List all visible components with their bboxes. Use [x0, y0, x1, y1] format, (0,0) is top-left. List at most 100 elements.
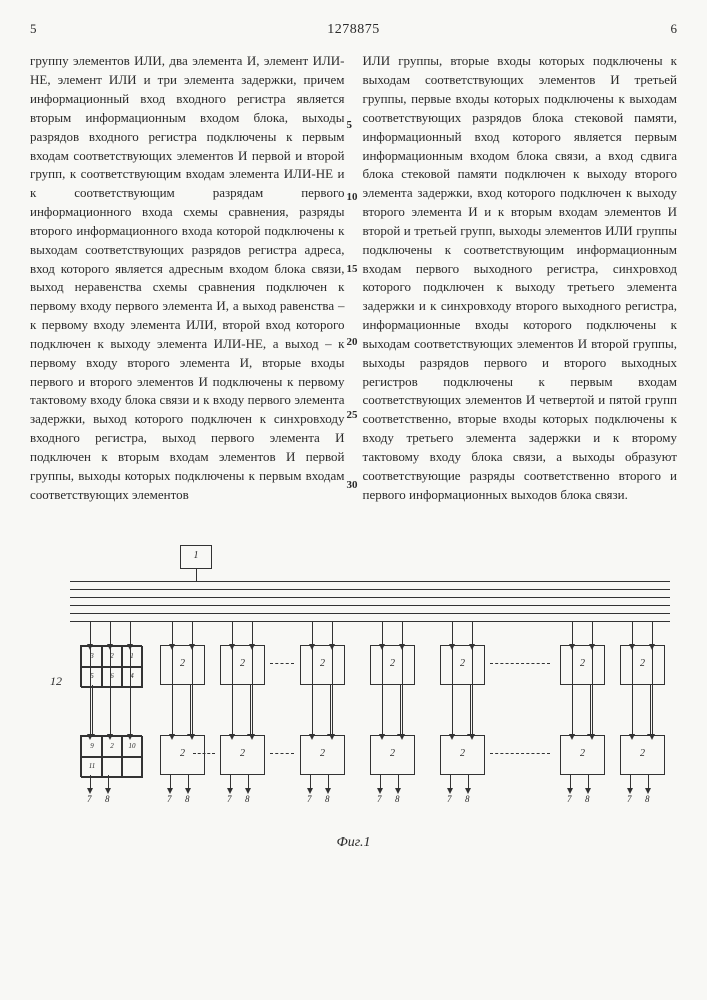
block-2: 2 — [300, 645, 345, 685]
page-number-left: 5 — [30, 20, 60, 39]
arrow — [190, 685, 191, 735]
label-12: 12 — [50, 673, 62, 690]
dash-line — [193, 753, 215, 754]
label-7: 7 — [167, 793, 172, 806]
arrow — [332, 621, 333, 735]
bus-line — [70, 613, 670, 614]
block-2: 2 — [220, 645, 265, 685]
block-2: 2 — [440, 735, 485, 775]
bus-line — [70, 581, 670, 582]
label-7: 7 — [307, 793, 312, 806]
out-arrow — [468, 775, 469, 789]
arrow — [470, 685, 471, 735]
page-number-right: 6 — [647, 20, 677, 39]
line-marker: 5 — [347, 120, 353, 131]
line-marker: 10 — [347, 192, 358, 203]
label-7: 7 — [377, 793, 382, 806]
block-2: 2 — [560, 645, 605, 685]
dash-line — [490, 663, 550, 664]
figure-1-diagram: 1123215642222222921011222222278787878787… — [30, 545, 677, 825]
detail-cell: 11 — [81, 756, 103, 778]
arrow — [590, 685, 591, 735]
arrow — [650, 685, 651, 735]
block-1: 1 — [180, 545, 212, 569]
label-7: 7 — [87, 793, 92, 806]
arrow — [452, 621, 453, 735]
block-2: 2 — [370, 645, 415, 685]
arrow — [652, 621, 653, 735]
label-8: 8 — [105, 793, 110, 806]
out-arrow — [380, 775, 381, 789]
block-2: 2 — [620, 645, 665, 685]
arrow — [330, 685, 331, 735]
arrow — [472, 621, 473, 735]
out-arrow — [630, 775, 631, 789]
arrow — [130, 621, 131, 735]
patent-number: 1278875 — [60, 20, 647, 40]
block-2: 2 — [370, 735, 415, 775]
arrow — [252, 621, 253, 735]
out-arrow — [328, 775, 329, 789]
label-7: 7 — [447, 793, 452, 806]
bus-line — [70, 597, 670, 598]
arrow — [592, 621, 593, 735]
block-2: 2 — [300, 735, 345, 775]
arrow — [402, 621, 403, 735]
line-marker: 30 — [347, 480, 358, 491]
out-arrow — [248, 775, 249, 789]
connector — [196, 569, 197, 581]
column-left: группу элементов ИЛИ, два элемента И, эл… — [30, 52, 345, 504]
dash-line — [270, 753, 294, 754]
block-2: 2 — [160, 735, 205, 775]
detail-cell: 6 — [101, 666, 123, 688]
label-8: 8 — [465, 793, 470, 806]
block-2: 2 — [620, 735, 665, 775]
arrow — [312, 621, 313, 735]
arrow — [172, 621, 173, 735]
detail-cell — [121, 756, 143, 778]
line-marker: 25 — [347, 410, 358, 421]
label-8: 8 — [325, 793, 330, 806]
line-marker: 20 — [347, 337, 358, 348]
block-2: 2 — [220, 735, 265, 775]
out-arrow — [398, 775, 399, 789]
arrow — [572, 621, 573, 735]
bus-line — [70, 589, 670, 590]
out-arrow — [648, 775, 649, 789]
label-7: 7 — [627, 793, 632, 806]
out-arrow — [310, 775, 311, 789]
text-columns: группу элементов ИЛИ, два элемента И, эл… — [30, 52, 677, 504]
label-8: 8 — [245, 793, 250, 806]
out-arrow — [170, 775, 171, 789]
block-2: 2 — [440, 645, 485, 685]
dash-line — [490, 753, 550, 754]
label-8: 8 — [585, 793, 590, 806]
arrow — [232, 621, 233, 735]
arrow — [632, 621, 633, 735]
body-text-left: группу элементов ИЛИ, два элемента И, эл… — [30, 52, 345, 504]
detail-cell — [101, 756, 123, 778]
out-arrow — [108, 775, 109, 789]
arrow — [400, 685, 401, 735]
arrow — [110, 621, 111, 735]
out-arrow — [588, 775, 589, 789]
dash-line — [270, 663, 294, 664]
block-2: 2 — [560, 735, 605, 775]
arrow — [92, 685, 93, 735]
out-arrow — [188, 775, 189, 789]
label-8: 8 — [395, 793, 400, 806]
out-arrow — [90, 775, 91, 789]
out-arrow — [450, 775, 451, 789]
arrow — [382, 621, 383, 735]
bus-line — [70, 605, 670, 606]
label-8: 8 — [185, 793, 190, 806]
line-marker: 15 — [347, 264, 358, 275]
arrow — [250, 685, 251, 735]
detail-block-lower: 921011 — [80, 735, 142, 777]
label-8: 8 — [645, 793, 650, 806]
label-7: 7 — [227, 793, 232, 806]
out-arrow — [570, 775, 571, 789]
block-2: 2 — [160, 645, 205, 685]
page-header: 5 1278875 6 — [30, 20, 677, 40]
bus-line — [70, 621, 670, 622]
